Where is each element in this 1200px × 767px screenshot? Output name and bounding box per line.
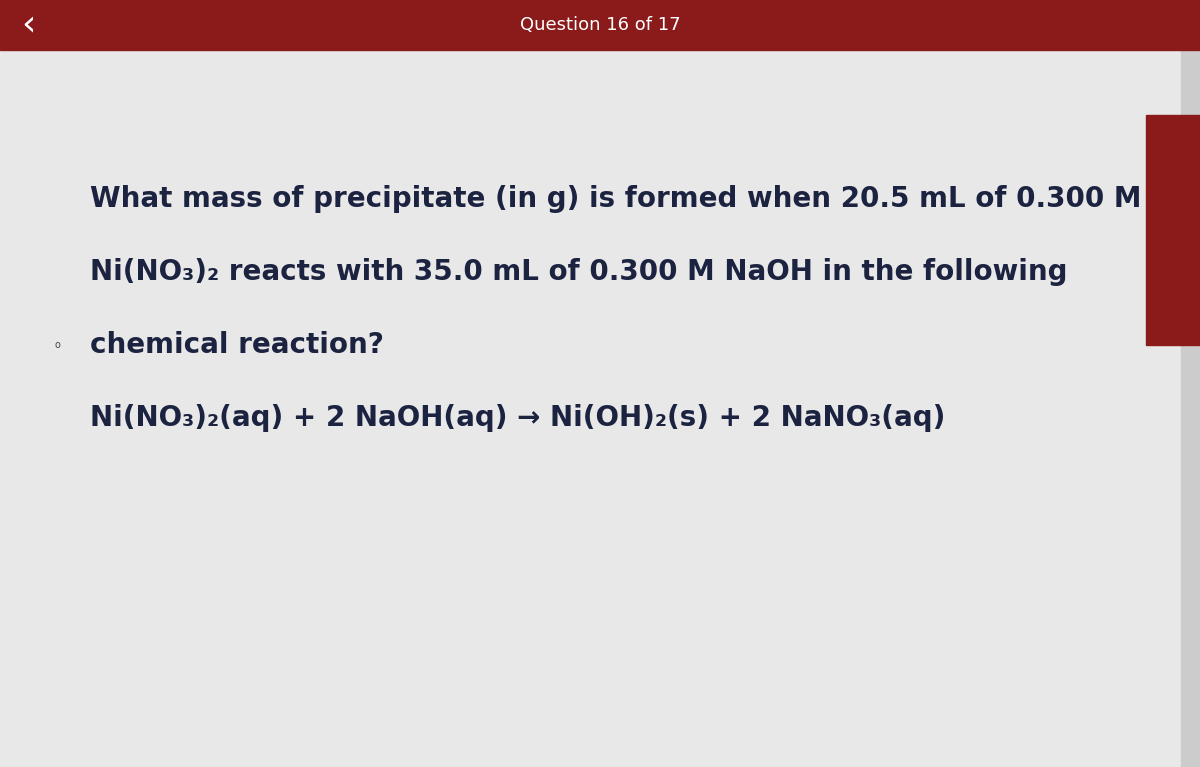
- Text: What mass of precipitate (in g) is formed when 20.5 mL of 0.300 M: What mass of precipitate (in g) is forme…: [90, 186, 1141, 213]
- Text: ‹: ‹: [22, 8, 36, 42]
- Bar: [1181, 50, 1200, 767]
- Text: o: o: [55, 340, 60, 351]
- Text: chemical reaction?: chemical reaction?: [90, 331, 384, 359]
- Text: Question 16 of 17: Question 16 of 17: [520, 16, 680, 34]
- Text: Ni(NO₃)₂ reacts with 35.0 mL of 0.300 M NaOH in the following: Ni(NO₃)₂ reacts with 35.0 mL of 0.300 M …: [90, 258, 1068, 286]
- Bar: [1146, 115, 1200, 345]
- Text: Ni(NO₃)₂(aq) + 2 NaOH(aq) → Ni(OH)₂(s) + 2 NaNO₃(aq): Ni(NO₃)₂(aq) + 2 NaOH(aq) → Ni(OH)₂(s) +…: [90, 404, 946, 432]
- Bar: [0, 0, 1200, 50]
